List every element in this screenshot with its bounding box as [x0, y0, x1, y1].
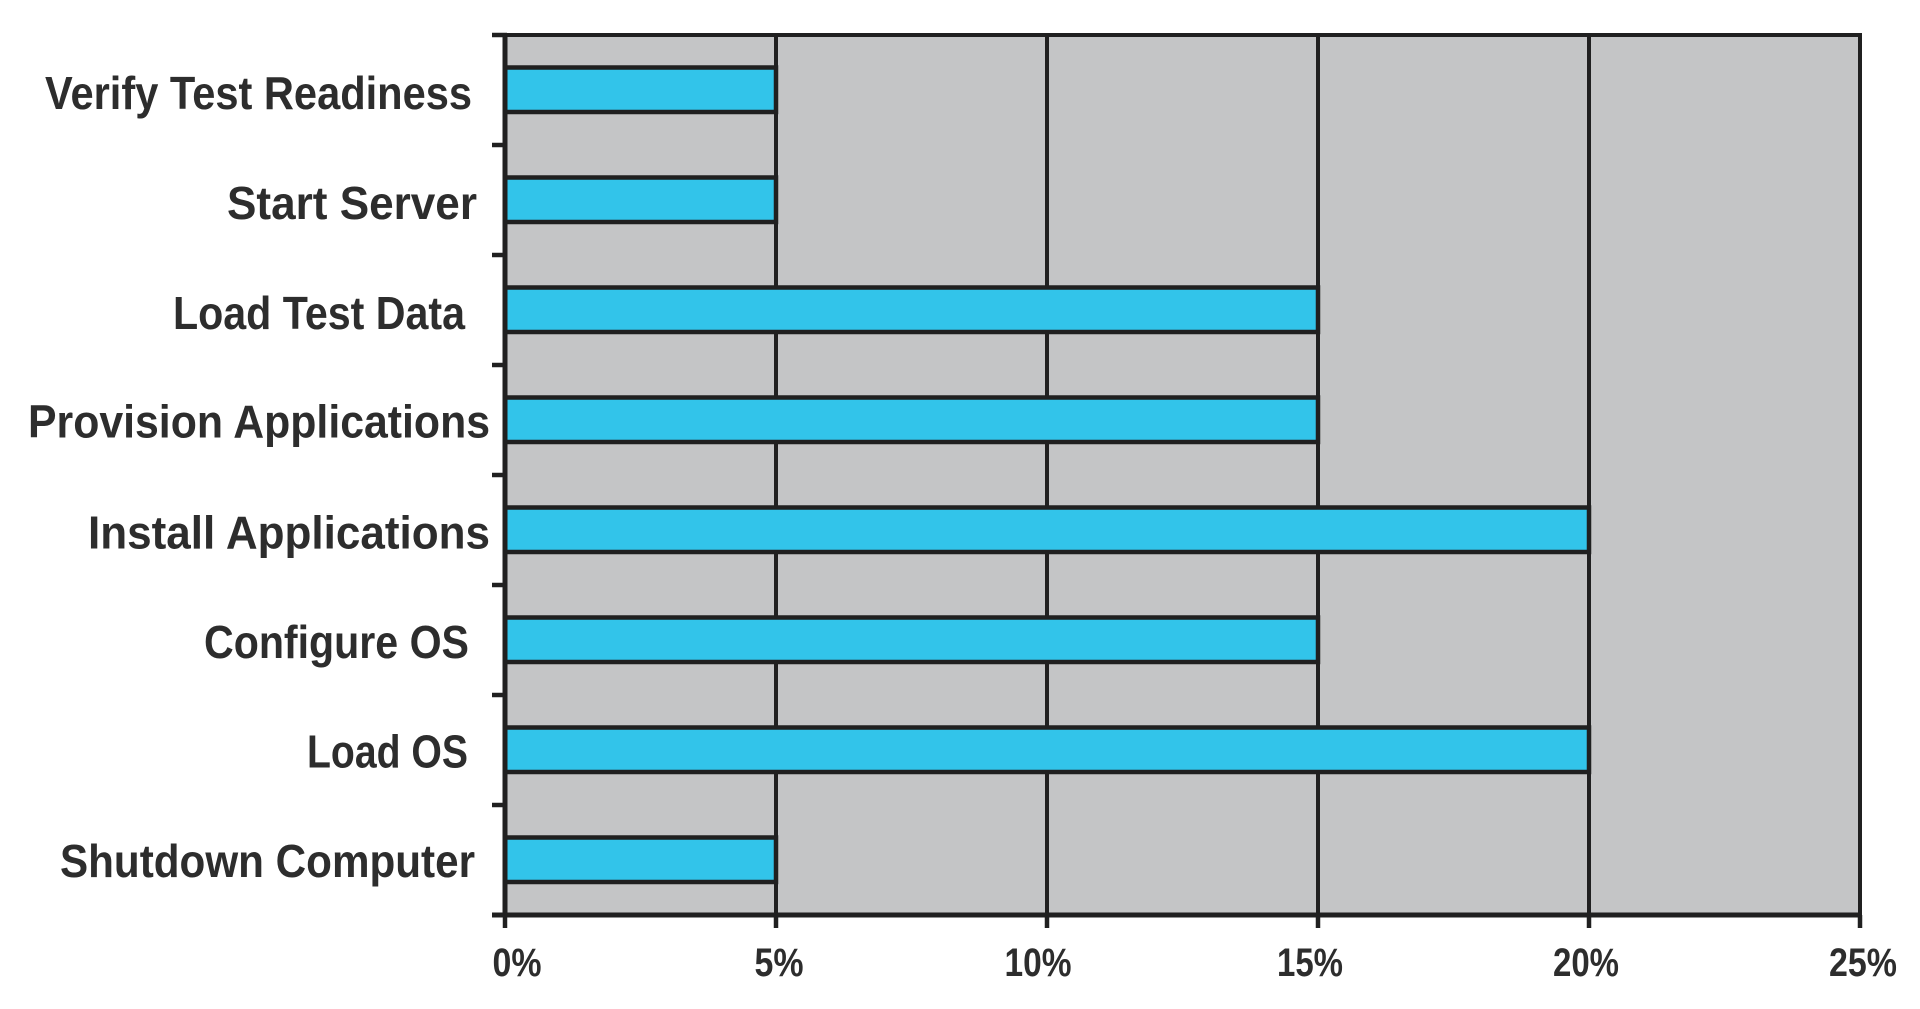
- svg-text:25%: 25%: [1829, 941, 1897, 985]
- svg-text:Start Server: Start Server: [227, 177, 477, 229]
- svg-text:Load OS: Load OS: [307, 726, 468, 778]
- svg-text:10%: 10%: [1005, 941, 1072, 985]
- svg-text:Configure OS: Configure OS: [204, 616, 469, 668]
- svg-text:15%: 15%: [1277, 941, 1343, 985]
- svg-text:Install Applications: Install Applications: [88, 507, 490, 559]
- svg-text:0%: 0%: [493, 941, 542, 985]
- svg-text:Provision Applications: Provision Applications: [28, 396, 490, 448]
- svg-text:Shutdown Computer: Shutdown Computer: [60, 835, 475, 887]
- svg-text:Load Test Data: Load Test Data: [173, 287, 465, 339]
- svg-text:5%: 5%: [755, 941, 804, 985]
- svg-text:20%: 20%: [1553, 941, 1619, 985]
- svg-text:Verify Test Readiness: Verify Test Readiness: [45, 67, 472, 119]
